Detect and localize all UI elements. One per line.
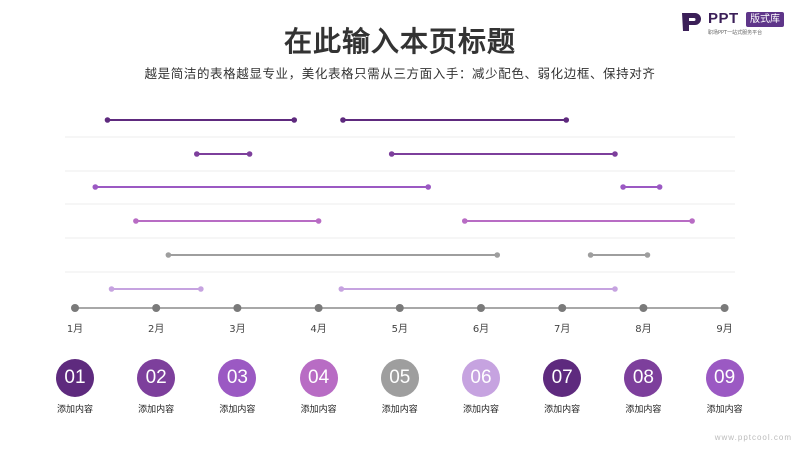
axis-tick-dot [395,304,404,312]
milestone-label: 添加内容 [462,405,499,415]
milestone-number-badge: 08 [624,359,663,397]
milestone-item: 05 添加内容 [360,359,440,415]
milestone-label: 添加内容 [56,405,93,415]
milestone-item: 04 添加内容 [279,359,359,415]
gantt-bar-end-dot [246,151,253,157]
brand-badge: 版式库 [746,12,784,27]
milestone-number-badge: 04 [299,359,338,397]
axis-tick-dot [558,304,567,312]
brand-mark-icon [682,13,701,31]
milestone-item: 09 添加内容 [685,359,765,415]
gantt-bar-start-dot [133,218,139,224]
milestone-number-badge: 02 [137,359,176,397]
milestone-item: 08 添加内容 [603,359,683,415]
milestone-label: 添加内容 [381,405,418,415]
axis-tick-dot [71,304,79,312]
gantt-bar-start-dot [165,252,172,258]
milestone-item: 01 添加内容 [35,359,115,415]
axis-tick-dot [152,304,161,312]
milestone-item: 03 添加内容 [197,359,277,415]
milestone-number-badge: 09 [705,359,744,397]
gantt-bar-end-dot [315,218,322,224]
axis-tick-label: 8月 [635,323,651,335]
brand-logo: PPT 版式库 职场PPT一站式服务平台 [680,8,798,38]
gantt-bar-start-dot [194,151,200,157]
milestone-label: 添加内容 [625,405,662,415]
axis-tick-label: 3月 [229,323,245,335]
milestone-label: 添加内容 [138,405,175,415]
axis-tick-label: 9月 [716,323,732,335]
axis-tick-dot [720,304,729,312]
gantt-bar-end-dot [612,286,618,292]
gantt-bar-start-dot [338,286,345,292]
axis-tick-dot [233,304,242,312]
axis-tick-dot [477,304,485,312]
axis-tick-label: 2月 [148,323,164,335]
brand-name: PPT [708,10,739,27]
axis-tick-dot [639,304,648,312]
axis-tick-dot [314,304,323,312]
page-subtitle: 越是简洁的表格越显专业，美化表格只需从三方面入手：减少配色、弱化边框、保持对齐 [144,66,656,81]
milestone-number-badge: 01 [56,359,94,397]
gantt-bar-start-dot [388,151,395,157]
milestone-label: 添加内容 [300,405,337,415]
milestone-item: 07 添加内容 [522,359,602,415]
milestone-item: 02 添加内容 [116,359,196,415]
gantt-bar-end-dot [291,117,298,123]
gantt-bar-start-dot [620,184,626,190]
gantt-bar-start-dot [104,117,111,123]
brand-tagline: 职场PPT一站式服务平台 [708,30,763,36]
axis-tick-label: 7月 [554,323,570,335]
axis-tick-label: 6月 [473,323,489,335]
gantt-bar-end-dot [612,151,618,157]
axis-tick-label: 5月 [392,323,408,335]
gantt-bar-start-dot [461,218,468,224]
gantt-bar-end-dot [689,218,695,224]
gantt-timeline-chart: 1月 2月 3月 4月 5月 6月 7月 8月 9月 [65,117,735,335]
axis-tick-label: 4月 [310,323,326,335]
watermark: www.pptcool.com [714,433,792,442]
gantt-bar-end-dot [425,184,432,190]
milestone-label: 添加内容 [544,405,581,415]
milestone-number-badge: 03 [218,359,257,397]
page-title: 在此输入本页标题 [283,25,516,58]
gantt-bar-start-dot [340,117,346,123]
gantt-bar-end-dot [644,252,651,258]
gantt-bar-end-dot [494,252,501,258]
milestone-number-badge: 05 [380,359,419,397]
axis-tick-label: 1月 [67,323,83,335]
milestone-label: 添加内容 [706,405,743,415]
milestone-number-badge: 07 [543,359,582,397]
gantt-bar-end-dot [198,286,204,292]
gantt-bar-end-dot [563,117,570,123]
milestone-item: 06 添加内容 [441,359,521,415]
gantt-bar-start-dot [587,252,594,258]
gantt-bar-end-dot [656,184,663,190]
milestone-label: 添加内容 [219,405,256,415]
gantt-bar-start-dot [108,286,115,292]
gantt-bar-start-dot [92,184,99,190]
milestone-number-badge: 06 [462,359,500,397]
